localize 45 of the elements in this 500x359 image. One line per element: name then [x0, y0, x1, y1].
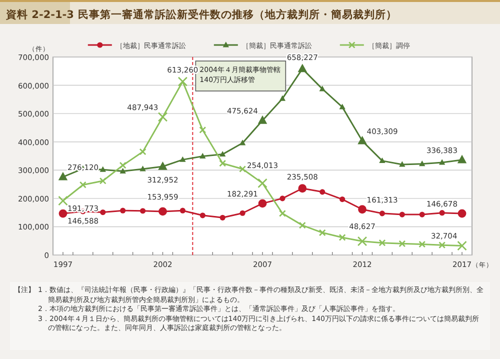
- chart-title: 民事第一審通常訴訟新受件数の推移（地方裁判所・簡易裁判所）: [78, 8, 397, 21]
- point: [438, 242, 446, 249]
- point: [318, 229, 326, 236]
- point: [319, 86, 326, 92]
- point: [379, 210, 386, 216]
- point: [79, 181, 86, 188]
- point: [399, 212, 405, 218]
- point: [419, 160, 426, 166]
- point: [140, 208, 146, 214]
- point: [320, 189, 326, 195]
- point: [438, 159, 446, 165]
- point: [139, 148, 146, 156]
- point: [340, 196, 346, 202]
- point: [100, 209, 106, 216]
- point: [419, 212, 425, 218]
- point: [99, 177, 106, 184]
- point: [279, 95, 286, 101]
- point: [140, 166, 146, 172]
- point: [180, 208, 186, 214]
- point: [278, 210, 286, 217]
- point: [398, 240, 406, 248]
- point: [219, 160, 226, 167]
- point: [180, 156, 186, 162]
- point: [239, 166, 246, 173]
- point: [239, 140, 246, 146]
- point: [399, 161, 406, 167]
- point: [240, 210, 246, 216]
- point: [199, 126, 206, 134]
- point: [119, 162, 126, 169]
- point: [220, 214, 226, 220]
- point: [200, 152, 206, 159]
- title-header: 資料 2-2-1-3 民事第一審通常訴訟新受件数の推移（地方裁判所・簡易裁判所）: [0, 0, 500, 24]
- point: [338, 234, 346, 241]
- point: [100, 166, 106, 172]
- point: [379, 157, 386, 164]
- point: [339, 104, 346, 110]
- point: [220, 150, 226, 157]
- point: [298, 222, 306, 229]
- point: [439, 210, 445, 216]
- point: [120, 208, 126, 214]
- point: [120, 168, 126, 174]
- point: [418, 240, 426, 248]
- point: [200, 212, 206, 218]
- point: [378, 239, 386, 246]
- point: [280, 196, 286, 202]
